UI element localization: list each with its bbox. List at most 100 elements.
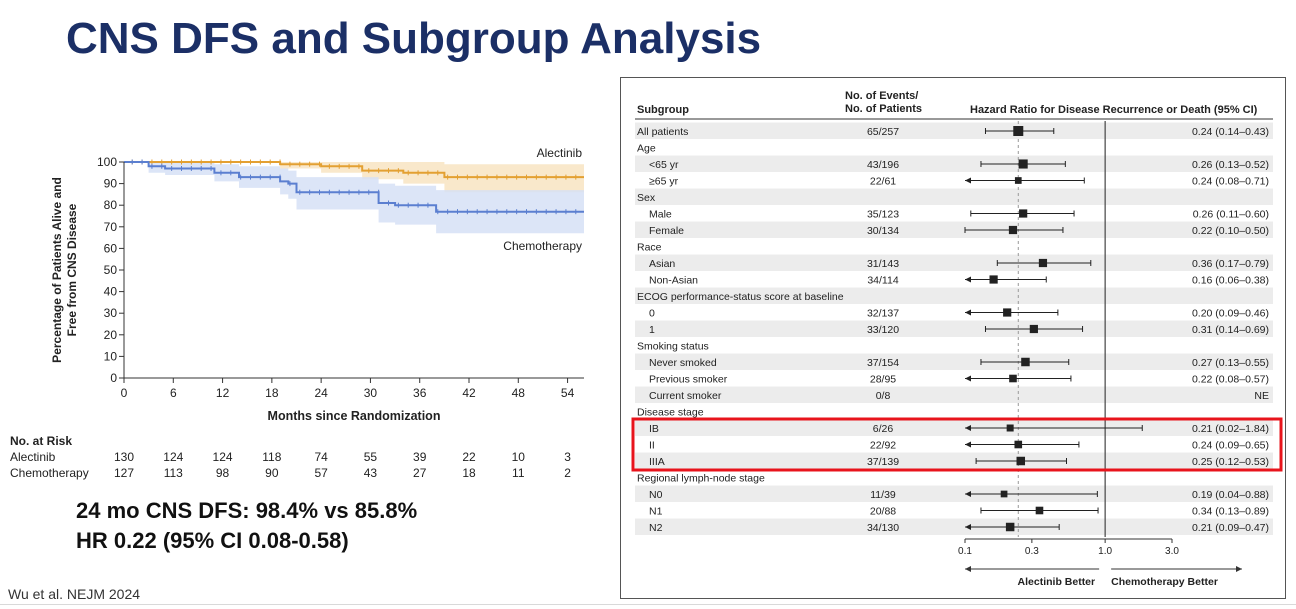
- row-stripe: [635, 254, 1273, 271]
- events-cell: 30/134: [867, 225, 899, 237]
- row-stripe: [635, 188, 1273, 205]
- x-tick-label: 30: [364, 386, 378, 400]
- risk-cell: 90: [265, 466, 279, 480]
- hr-ci-text: 0.24 (0.14–0.43): [1192, 126, 1269, 138]
- y-tick-label: 0: [110, 371, 117, 385]
- hr-point: [1035, 506, 1044, 515]
- hr-point: [1005, 522, 1015, 532]
- x-tick-label: 24: [314, 386, 328, 400]
- x-tick-label: 42: [462, 386, 476, 400]
- risk-cell: 57: [314, 466, 328, 480]
- subgroup-label: Current smoker: [649, 390, 722, 402]
- hr-ci-text: 0.25 (0.12–0.53): [1192, 456, 1269, 468]
- hr-point: [1014, 177, 1022, 184]
- subgroup-label: All patients: [637, 126, 688, 138]
- risk-cell: 27: [413, 466, 427, 480]
- subgroup-label: N0: [649, 489, 663, 501]
- events-cell: 65/257: [867, 126, 899, 138]
- forest-x-tick-label: 0.3: [1025, 546, 1039, 557]
- forest-header-hr: Hazard Ratio for Disease Recurrence or D…: [970, 104, 1258, 116]
- risk-table-title: No. at Risk: [10, 434, 73, 448]
- subgroup-label: ≥65 yr: [649, 176, 679, 188]
- row-stripe: [635, 419, 1273, 436]
- events-cell: 6/26: [873, 423, 894, 435]
- subgroup-label: II: [649, 440, 655, 452]
- hr-ci-text: 0.24 (0.09–0.65): [1192, 440, 1269, 452]
- forest-plot-panel: Subgroup No. of Events/No. of Patients Haz…: [620, 77, 1286, 599]
- events-cell: 20/88: [870, 506, 896, 518]
- y-tick-label: 70: [104, 220, 118, 234]
- subgroup-heading: Age: [637, 143, 656, 155]
- hr-point: [1003, 308, 1012, 317]
- hr-point: [1019, 209, 1028, 218]
- y-tick-label: 20: [104, 328, 118, 342]
- subgroup-label: 0: [649, 308, 655, 320]
- series-label-chemotherapy: Chemotherapy: [503, 239, 582, 253]
- hr-ci-text: 0.19 (0.04–0.88): [1192, 489, 1269, 501]
- ci-band-alectinib: [124, 162, 584, 193]
- events-cell: 32/137: [867, 308, 899, 320]
- risk-cell: 55: [363, 450, 378, 464]
- km-curve-chart: 0 10 20 30 40 50 60 70 80 90 100 0 6 12 18 24 30 36 42 48 54…: [50, 146, 584, 423]
- ci-band-chemotherapy: [124, 162, 584, 234]
- hr-ci-text: 0.31 (0.14–0.69): [1192, 324, 1269, 336]
- subgroup-heading: Sex: [637, 192, 656, 204]
- events-cell: 43/196: [867, 159, 899, 171]
- hr-ci-text: 0.27 (0.13–0.55): [1192, 357, 1269, 369]
- hr-point: [1014, 440, 1023, 449]
- km-line-chemotherapy: [124, 161, 584, 213]
- risk-row-label: Alectinib: [10, 450, 56, 464]
- subgroup-label: IB: [649, 423, 659, 435]
- forest-header-events: No. of Events/: [845, 90, 918, 102]
- y-axis-title: Percentage of Patients Alive andFree fro…: [50, 177, 79, 363]
- ci-arrow-left: [965, 491, 971, 497]
- subgroup-label: <65 yr: [649, 159, 679, 171]
- x-tick-label: 12: [216, 386, 230, 400]
- y-tick-label: 90: [104, 177, 118, 191]
- subgroup-label: IIIA: [649, 456, 665, 468]
- subgroup-label: Female: [649, 225, 684, 237]
- risk-cell: 10: [511, 450, 525, 464]
- x-axis-title: Months since Randomization: [268, 409, 441, 423]
- footer-divider: [0, 604, 1296, 605]
- subgroup-heading: Regional lymph-node stage: [637, 473, 765, 485]
- events-cell: 35/123: [867, 209, 899, 221]
- risk-cell: 124: [212, 450, 233, 464]
- hr-point: [1021, 357, 1030, 367]
- ci-arrow-left: [965, 425, 971, 431]
- risk-cell: 11: [512, 466, 525, 480]
- subgroup-label: N2: [649, 522, 663, 534]
- x-tick-label: 18: [265, 386, 279, 400]
- subgroup-label: Never smoked: [649, 357, 717, 369]
- events-cell: 0/8: [876, 390, 891, 402]
- risk-cell: 118: [262, 450, 282, 464]
- favors-left-label: Alectinib Better: [1018, 576, 1096, 588]
- summary-dfs: 24 mo CNS DFS: 98.4% vs 85.8%: [76, 498, 418, 523]
- hr-point: [1016, 456, 1026, 466]
- hr-ci-text: 0.36 (0.17–0.79): [1192, 258, 1269, 270]
- subgroup-heading: Disease stage: [637, 407, 704, 419]
- x-tick-label: 36: [413, 386, 427, 400]
- subgroup-heading: ECOG performance-status score at baselin…: [637, 291, 844, 303]
- forest-header-subgroup: Subgroup: [637, 104, 689, 116]
- risk-cell: 98: [215, 466, 230, 480]
- slide-title: CNS DFS and Subgroup Analysis: [66, 14, 762, 63]
- summary-hr: HR 0.22 (95% CI 0.08-0.58): [76, 528, 349, 553]
- subgroup-label: Male: [649, 209, 672, 221]
- y-tick-label: 80: [104, 198, 118, 212]
- hr-point: [1018, 159, 1028, 169]
- row-stripe: [635, 221, 1273, 238]
- ci-arrow-left: [965, 441, 971, 448]
- ci-arrow-left: [965, 177, 971, 184]
- hr-ci-text: 0.22 (0.08–0.57): [1192, 374, 1269, 386]
- subgroup-heading: Smoking status: [637, 341, 709, 353]
- hr-ci-text: 0.20 (0.09–0.46): [1192, 308, 1269, 320]
- risk-cell: 2: [564, 466, 571, 480]
- subgroup-heading: Race: [637, 242, 662, 254]
- row-stripe: [635, 518, 1273, 535]
- risk-cell: 39: [413, 450, 427, 464]
- risk-cell: 22: [462, 450, 476, 464]
- hr-ci-text: 0.21 (0.02–1.84): [1192, 423, 1269, 435]
- hr-point: [989, 275, 998, 284]
- hr-ci-text: 0.26 (0.11–0.60): [1193, 209, 1269, 221]
